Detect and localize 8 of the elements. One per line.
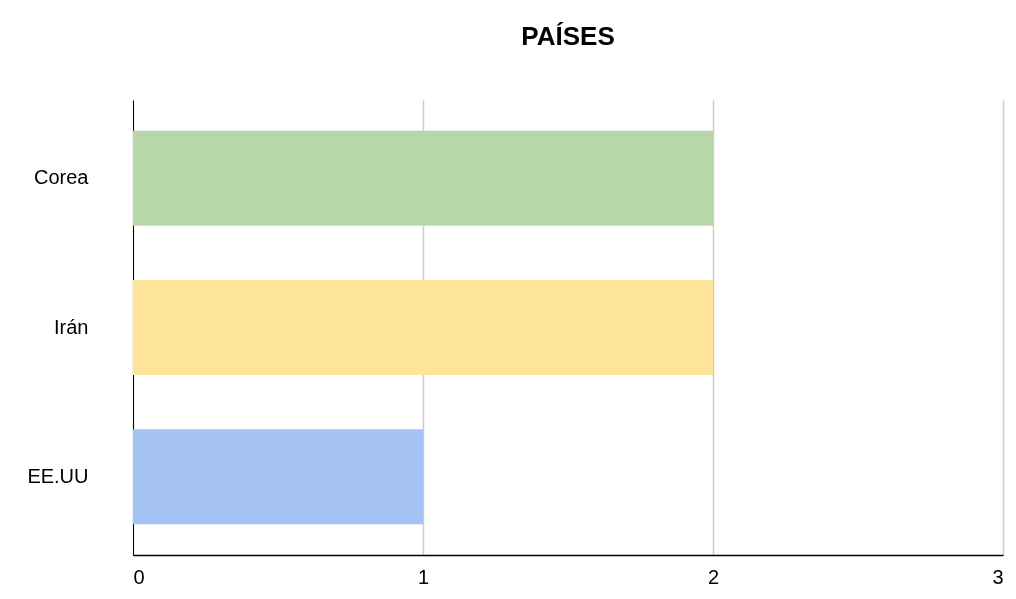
chart-title: PAÍSES	[521, 21, 615, 51]
y-tick-label: EE.UU	[27, 464, 89, 487]
x-tick-label: 2	[707, 565, 720, 588]
x-tick-label: 3	[992, 565, 1004, 588]
y-tick-label: Corea	[34, 166, 90, 189]
x-tick-label: 0	[133, 565, 145, 588]
y-tick-label: Irán	[54, 315, 89, 338]
x-tick-label: 1	[417, 565, 430, 588]
